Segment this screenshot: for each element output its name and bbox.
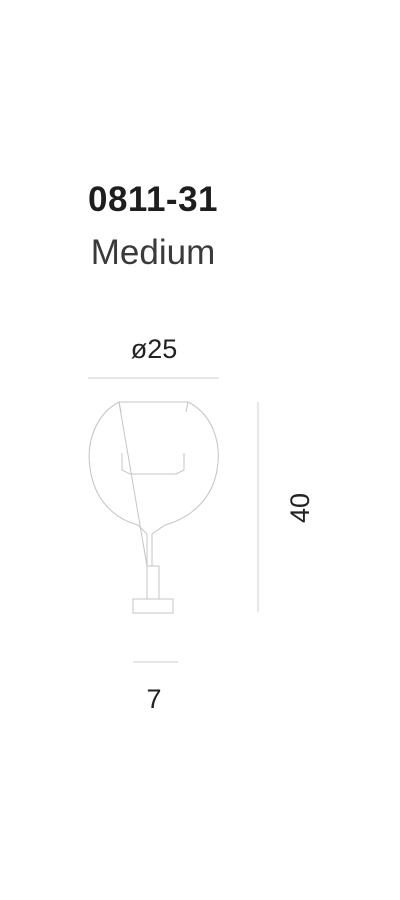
lamp-rim-left [118,401,122,413]
base-width-label: 7 [146,684,162,714]
lamp-base [132,598,174,614]
product-size-label: Medium [90,233,216,272]
lamp-stem [146,565,160,600]
lamp-outline [88,401,219,614]
lamp-rim-right [185,401,189,413]
lamp-inner-holder [121,453,185,475]
lamp-globe [88,401,219,567]
product-code: 0811-31 [87,180,219,219]
diameter-label: ø25 [130,334,178,364]
